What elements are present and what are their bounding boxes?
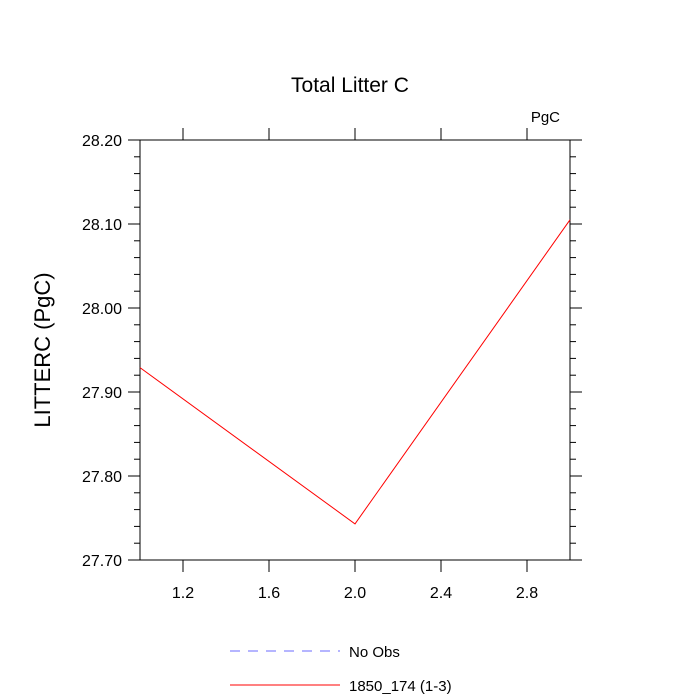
axis-tick-labels: 1.2 1.6 2.0 2.4 2.8 27.70 27.80 27.90 28.00 28.10… [82,133,538,602]
y-tick-label: 27.70 [82,553,122,570]
series-line [139,219,571,525]
y-tick-label: 27.90 [82,385,122,402]
x-tick-label: 1.2 [172,585,194,602]
y-tick-label: 28.10 [82,217,122,234]
y-tick-label: 28.20 [82,133,122,150]
plot-frame [139,139,571,561]
legend-label: 1850_174 (1-3) [349,678,452,695]
series-lines [139,219,571,525]
legend: No Obs 1850_174 (1-3) [230,644,452,695]
chart-title: Total Litter C [291,74,409,97]
x-tick-label: 2.0 [344,585,366,602]
legend-label: No Obs [349,644,400,661]
y-tick-label: 27.80 [82,469,122,486]
y-tick-label: 28.00 [82,301,122,318]
x-tick-label: 2.8 [516,585,538,602]
plot-axes [139,139,571,561]
y-axis-label: LITTERC (PgC) [30,272,55,427]
x-tick-label: 2.4 [430,585,452,602]
x-tick-label: 1.6 [258,585,280,602]
axis-ticks [128,128,582,572]
units-label: PgC [531,109,560,126]
